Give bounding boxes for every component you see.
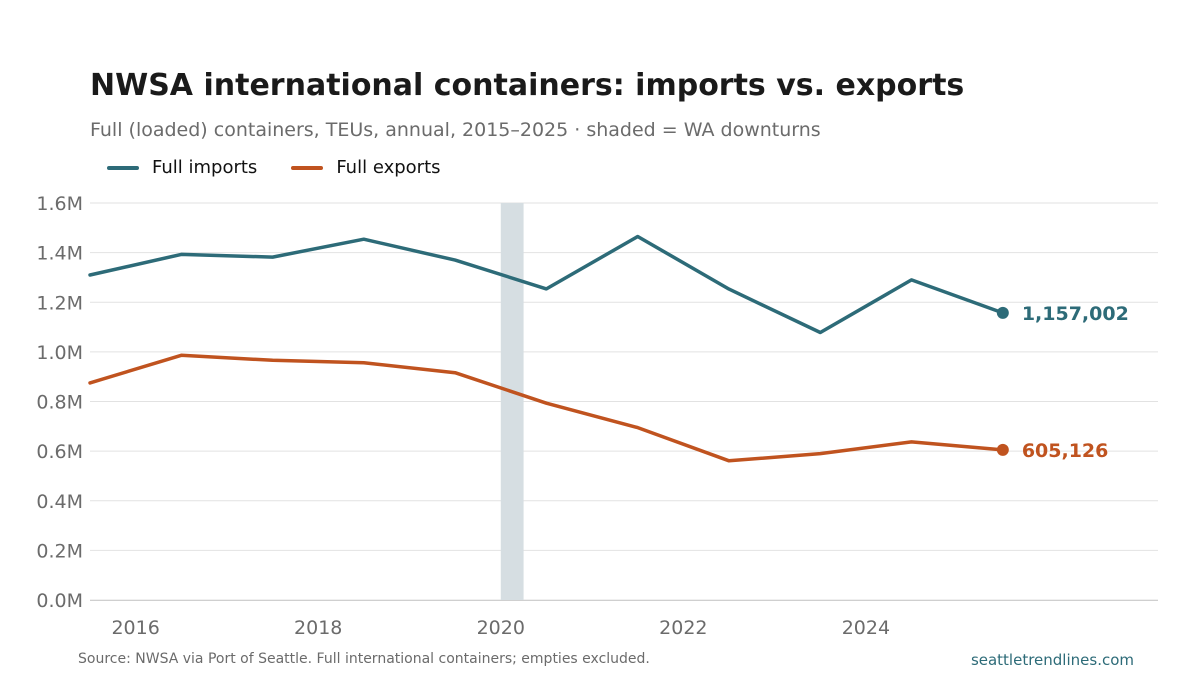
- source-note: Source: NWSA via Port of Seattle. Full i…: [78, 651, 650, 667]
- legend-label-imports: Full imports: [152, 157, 258, 178]
- x-tick-label: 2016: [111, 617, 159, 639]
- chart-title: NWSA international containers: imports v…: [90, 68, 965, 103]
- site-link[interactable]: seattletrendlines.com: [970, 651, 1134, 669]
- y-tick-label: 0.6M: [36, 441, 83, 463]
- legend: Full imports Full exports: [107, 157, 441, 178]
- legend-swatch-exports: [291, 165, 324, 170]
- x-tick-label: 2020: [477, 617, 525, 639]
- legend-item-exports: Full exports: [291, 157, 441, 178]
- x-tick-label: 2018: [294, 617, 342, 639]
- y-tick-label: 1.4M: [36, 243, 83, 265]
- series-line-full-imports: [88, 234, 1005, 335]
- legend-label-exports: Full exports: [336, 157, 441, 178]
- legend-item-imports: Full imports: [107, 157, 257, 178]
- y-tick-label: 0.8M: [36, 392, 83, 414]
- y-tick-label: 1.0M: [36, 342, 83, 364]
- x-tick-label: 2024: [842, 617, 890, 639]
- series-line-full-exports: [88, 353, 1005, 463]
- end-label-full-imports: 1,157,002: [1022, 303, 1129, 325]
- legend-swatch-imports: [107, 165, 139, 170]
- y-tick-label: 0.0M: [36, 590, 83, 612]
- y-tick-label: 1.2M: [36, 292, 83, 314]
- end-point-full-imports: [996, 306, 1009, 319]
- end-label-full-exports: 605,126: [1022, 440, 1109, 462]
- y-tick-label: 0.4M: [36, 491, 83, 513]
- y-tick-label: 1.6M: [36, 193, 83, 215]
- end-point-full-exports: [996, 443, 1009, 456]
- chart-subtitle: Full (loaded) containers, TEUs, annual, …: [90, 119, 821, 141]
- downturn-shade: [500, 203, 524, 600]
- y-tick-label: 0.2M: [36, 540, 83, 562]
- x-tick-label: 2022: [659, 617, 707, 639]
